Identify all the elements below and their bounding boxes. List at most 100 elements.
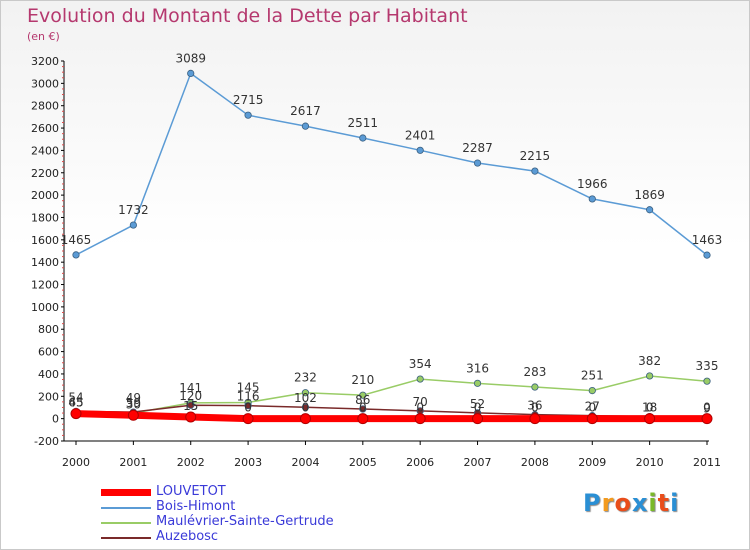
logo-letter: i xyxy=(648,489,658,517)
data-label: 145 xyxy=(237,380,260,394)
data-label: 0 xyxy=(244,401,252,415)
data-label: 30 xyxy=(126,397,141,411)
y-tick-label: 1800 xyxy=(31,211,59,224)
series-line-2 xyxy=(75,375,708,414)
data-label: 2511 xyxy=(348,116,379,130)
data-point-0 xyxy=(299,413,311,425)
data-label: 1869 xyxy=(634,188,665,202)
x-tick-label: 2006 xyxy=(406,456,434,469)
data-point-1 xyxy=(531,167,539,175)
data-point-0 xyxy=(70,408,82,420)
chart-data-labels: 45 30 15 0 0 0 0 0 0 0 0 01465173230892715261725112… xyxy=(61,51,723,415)
data-point-2 xyxy=(703,377,711,385)
data-label: 120 xyxy=(179,389,202,403)
chart-series xyxy=(70,69,713,425)
data-label: 70 xyxy=(413,395,428,409)
data-label: 52 xyxy=(470,397,485,411)
data-label: 49 xyxy=(126,391,141,405)
y-tick-label: 600 xyxy=(38,346,59,359)
data-label: 15 xyxy=(183,399,198,413)
series-line-0 xyxy=(72,410,711,423)
data-label: 0 xyxy=(416,401,424,415)
data-label: 0 xyxy=(646,401,654,415)
data-label: 45 xyxy=(68,396,83,410)
chart-title: Evolution du Montant de la Dette par Hab… xyxy=(27,5,468,27)
data-label: 141 xyxy=(179,381,202,395)
data-point-2 xyxy=(301,389,310,397)
series-line-1 xyxy=(75,72,708,256)
data-point-1 xyxy=(646,206,654,214)
x-tick-label: 2003 xyxy=(234,456,262,469)
data-point-2 xyxy=(531,383,539,391)
data-label: 2287 xyxy=(462,141,493,155)
data-point-2 xyxy=(588,386,596,395)
y-tick-label: 1600 xyxy=(31,234,59,247)
data-point-1 xyxy=(72,251,80,259)
y-tick-label: -200 xyxy=(34,435,59,448)
x-tick-label: 2008 xyxy=(521,456,549,469)
proxiti-logo: Proxiti xyxy=(583,489,679,517)
data-label: 116 xyxy=(237,390,260,404)
y-tick-label: 1400 xyxy=(31,256,59,269)
x-tick-label: 2000 xyxy=(62,456,90,469)
data-point-0 xyxy=(586,413,598,425)
data-label: 54 xyxy=(68,391,83,405)
data-point-1 xyxy=(703,251,711,259)
data-label: 283 xyxy=(523,365,546,379)
y-tick-label: 2400 xyxy=(31,144,59,157)
y-tick-label: 1000 xyxy=(31,301,59,314)
data-label: 102 xyxy=(294,391,317,405)
data-point-0 xyxy=(529,413,541,425)
data-point-2 xyxy=(359,391,367,399)
data-label: 2215 xyxy=(520,149,551,163)
data-label: 1463 xyxy=(692,233,723,247)
legend-swatch xyxy=(101,507,151,509)
data-point-0 xyxy=(414,413,426,425)
data-point-0 xyxy=(185,411,197,423)
data-point-2 xyxy=(646,372,654,380)
data-label: 382 xyxy=(638,354,661,368)
data-label: 210 xyxy=(351,373,374,387)
y-tick-label: 3200 xyxy=(31,55,59,68)
logo-letter: i xyxy=(670,489,680,517)
data-point-1 xyxy=(129,221,137,229)
legend-label: Bois-Himont xyxy=(156,499,236,514)
y-tick-label: 0 xyxy=(52,413,59,426)
x-tick-label: 2004 xyxy=(291,456,319,469)
logo-letter: P xyxy=(583,489,602,517)
logo-letter: o xyxy=(614,489,632,517)
data-label: 86 xyxy=(355,393,370,407)
y-tick-label: 1200 xyxy=(31,279,59,292)
data-point-1 xyxy=(301,122,310,130)
data-point-2 xyxy=(473,379,482,387)
data-label: 251 xyxy=(581,369,604,383)
data-point-1 xyxy=(473,159,482,167)
data-point-0 xyxy=(127,409,139,421)
data-point-2 xyxy=(416,375,424,383)
x-tick-label: 2005 xyxy=(349,456,377,469)
data-label: 0 xyxy=(588,401,596,415)
x-tick-label: 2009 xyxy=(578,456,606,469)
data-point-0 xyxy=(357,413,369,425)
legend-swatch xyxy=(101,489,151,496)
y-tick-label: 2000 xyxy=(31,189,59,202)
data-label: 1966 xyxy=(577,177,608,191)
legend-label: Auzebosc xyxy=(156,529,219,544)
data-label: 3089 xyxy=(175,51,206,65)
data-point-1 xyxy=(244,111,252,119)
chart-axes: -200020040060080010001200140016001800200… xyxy=(31,55,721,469)
data-point-3 xyxy=(244,402,252,410)
x-tick-label: 2007 xyxy=(464,456,492,469)
data-label: 2715 xyxy=(233,93,264,107)
data-point-0 xyxy=(701,413,713,425)
logo-letter: t xyxy=(657,489,671,517)
data-label: 0 xyxy=(302,401,310,415)
data-label: 27 xyxy=(585,400,600,414)
data-point-0 xyxy=(644,413,656,425)
data-label: 0 xyxy=(359,401,367,415)
legend-label: LOUVETOT xyxy=(156,484,226,499)
data-point-3 xyxy=(187,401,195,409)
data-point-1 xyxy=(187,69,195,78)
y-tick-label: 2800 xyxy=(31,100,59,113)
